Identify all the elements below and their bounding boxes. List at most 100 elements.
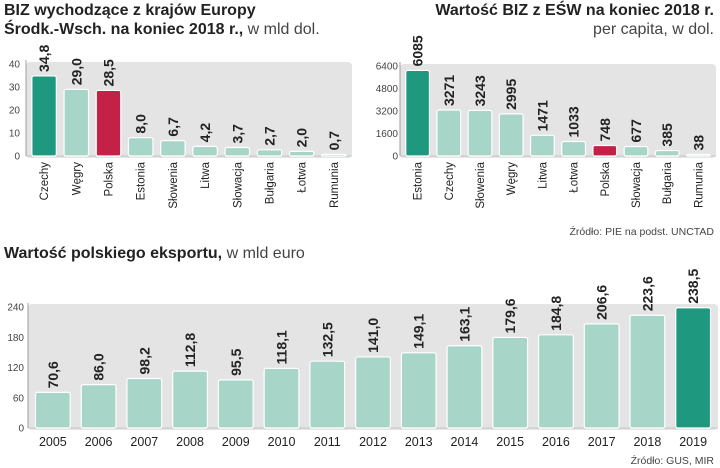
chart1-ytick-label: 20 (9, 106, 21, 117)
chart3-bar (629, 314, 666, 429)
chart2-bar (685, 153, 711, 157)
chart1-bar (95, 89, 122, 157)
chart3-value-label: 206,6 (594, 285, 610, 320)
chart1-bar (31, 75, 57, 157)
chart2-category-label: Łotwa (569, 161, 581, 192)
chart3-category-label: 2008 (176, 435, 204, 449)
chart2-category-label: Słowenia (475, 161, 487, 208)
chart3-value-label: 86,0 (91, 353, 107, 380)
chart2-bar (529, 134, 555, 157)
chart3-title-text: Wartość polskiego eksportu, (4, 245, 223, 262)
chart3-bar (126, 377, 163, 429)
chart1-value-label: 2,7 (262, 126, 278, 146)
chart1-category-label: Słowacja (232, 161, 244, 208)
chart3-value-label: 132,5 (319, 322, 335, 357)
chart2-value-label: 3243 (472, 75, 488, 106)
chart3-bar (583, 323, 620, 429)
chart2-category-label: Litwa (537, 161, 549, 188)
chart1-bar (256, 149, 283, 157)
chart1-category-label: Słowenia (168, 161, 180, 208)
chart1-value-label: 6,7 (165, 117, 181, 137)
chart3-category-label: 2006 (85, 435, 113, 449)
chart3-bar (263, 367, 300, 429)
chart2-value-label: 6085 (410, 35, 426, 66)
chart1-value-label: 2,0 (294, 128, 310, 148)
chart2-bar (405, 69, 431, 157)
chart2-value-label: 38 (690, 135, 706, 151)
chart1-bar (321, 153, 347, 157)
chart1-bar (160, 139, 186, 157)
chart3-bar (355, 356, 391, 429)
chart2-ytick-label: 0 (392, 152, 398, 163)
chart3-unit: w mld euro (226, 245, 305, 262)
chart3-ytick-label: 0 (18, 424, 24, 435)
chart3-ytick-label: 240 (7, 303, 24, 314)
chart3-ytick-label: 120 (7, 363, 24, 374)
chart3-source: Źródło: GUS, MIR (630, 455, 714, 467)
chart2-value-label: 385 (659, 123, 675, 147)
chart1-category-label: Litwa (200, 161, 212, 188)
chart2-unit: per capita, w dol. (593, 21, 714, 38)
chart3-category-label: 2015 (496, 435, 524, 449)
chart1-value-label: 34,8 (36, 44, 52, 71)
chart1-ytick-label: 30 (9, 83, 21, 94)
chart1-value-label: 29,0 (68, 58, 84, 85)
chart1-category-label: Rumunia (329, 161, 341, 208)
chart1-unit: w mld dol. (247, 21, 320, 38)
chart1-value-label: 8,0 (133, 114, 149, 134)
chart3-ytick-label: 180 (7, 333, 24, 344)
chart3-bar (400, 352, 437, 429)
chart3-value-label: 112,8 (182, 333, 198, 367)
chart3-value-label: 179,6 (502, 298, 518, 333)
chart3-value-label: 223,6 (639, 276, 655, 311)
chart3-bar (80, 384, 117, 429)
chart2-ytick-label: 3200 (376, 107, 399, 118)
chart2-category-label: Bułgaria (662, 161, 674, 204)
chart2-category-label: Czechy (444, 162, 456, 201)
chart3-category-label: 2009 (222, 435, 250, 449)
chart2-ytick-label: 1600 (376, 129, 399, 140)
chart3-category-label: 2005 (39, 435, 67, 449)
chart3-bar (537, 334, 574, 429)
chart2-bar (467, 109, 493, 157)
chart1-value-label: 28,5 (101, 59, 117, 86)
chart3-value-label: 238,5 (685, 269, 701, 304)
chart3-bar (675, 307, 712, 429)
chart3-value-label: 149,1 (411, 314, 427, 349)
chart2-title-line1: Wartość BIZ z EŚW na koniec 2018 r. (435, 2, 714, 19)
chart1-category-label: Łotwa (297, 161, 309, 192)
chart2-bar (592, 144, 618, 157)
chart3-category-label: 2014 (451, 435, 479, 449)
chart3-category-label: 2019 (679, 435, 707, 449)
chart1-value-label: 4,2 (197, 123, 213, 143)
chart3-category-label: 2007 (130, 435, 158, 449)
chart2-value-label: 677 (628, 119, 644, 143)
chart2-value-label: 3271 (441, 75, 457, 106)
chart2-value-label: 1471 (534, 100, 550, 131)
chart2-value-label: 748 (597, 118, 613, 142)
chart2-category-label: Polska (600, 161, 612, 196)
chart1-value-label: 0,7 (326, 131, 342, 151)
chart3-category-label: 2018 (633, 435, 661, 449)
chart2-value-label: 2995 (503, 79, 519, 110)
chart3-bar (446, 345, 483, 429)
chart3-value-label: 98,2 (136, 347, 152, 374)
chart2-category-label: Węgry (506, 162, 518, 195)
chart1-bar (192, 145, 218, 157)
chart2-ytick-label: 6400 (376, 62, 399, 73)
chart2-source: Źródło: PIE na podst. UNCTAD (569, 226, 714, 238)
chart1-bar (127, 136, 154, 157)
chart2-category-label: Słowacja (631, 161, 643, 208)
chart3-category-label: 2012 (359, 435, 387, 449)
chart1-ytick-label: 0 (14, 152, 20, 163)
chart3-category-label: 2016 (542, 435, 570, 449)
chart3-bar (172, 370, 209, 429)
chart2-ytick-label: 4800 (376, 84, 399, 95)
chart1-ytick-label: 40 (9, 60, 21, 71)
chart3-value-label: 184,8 (548, 296, 564, 331)
chart1-category-label: Estonia (136, 161, 148, 200)
chart2-value-label: 1033 (566, 106, 582, 137)
chart1-bar (288, 150, 315, 157)
chart2-title: Wartość BIZ z EŚW na koniec 2018 r. per … (435, 1, 714, 39)
chart3-value-label: 163,1 (456, 307, 472, 342)
